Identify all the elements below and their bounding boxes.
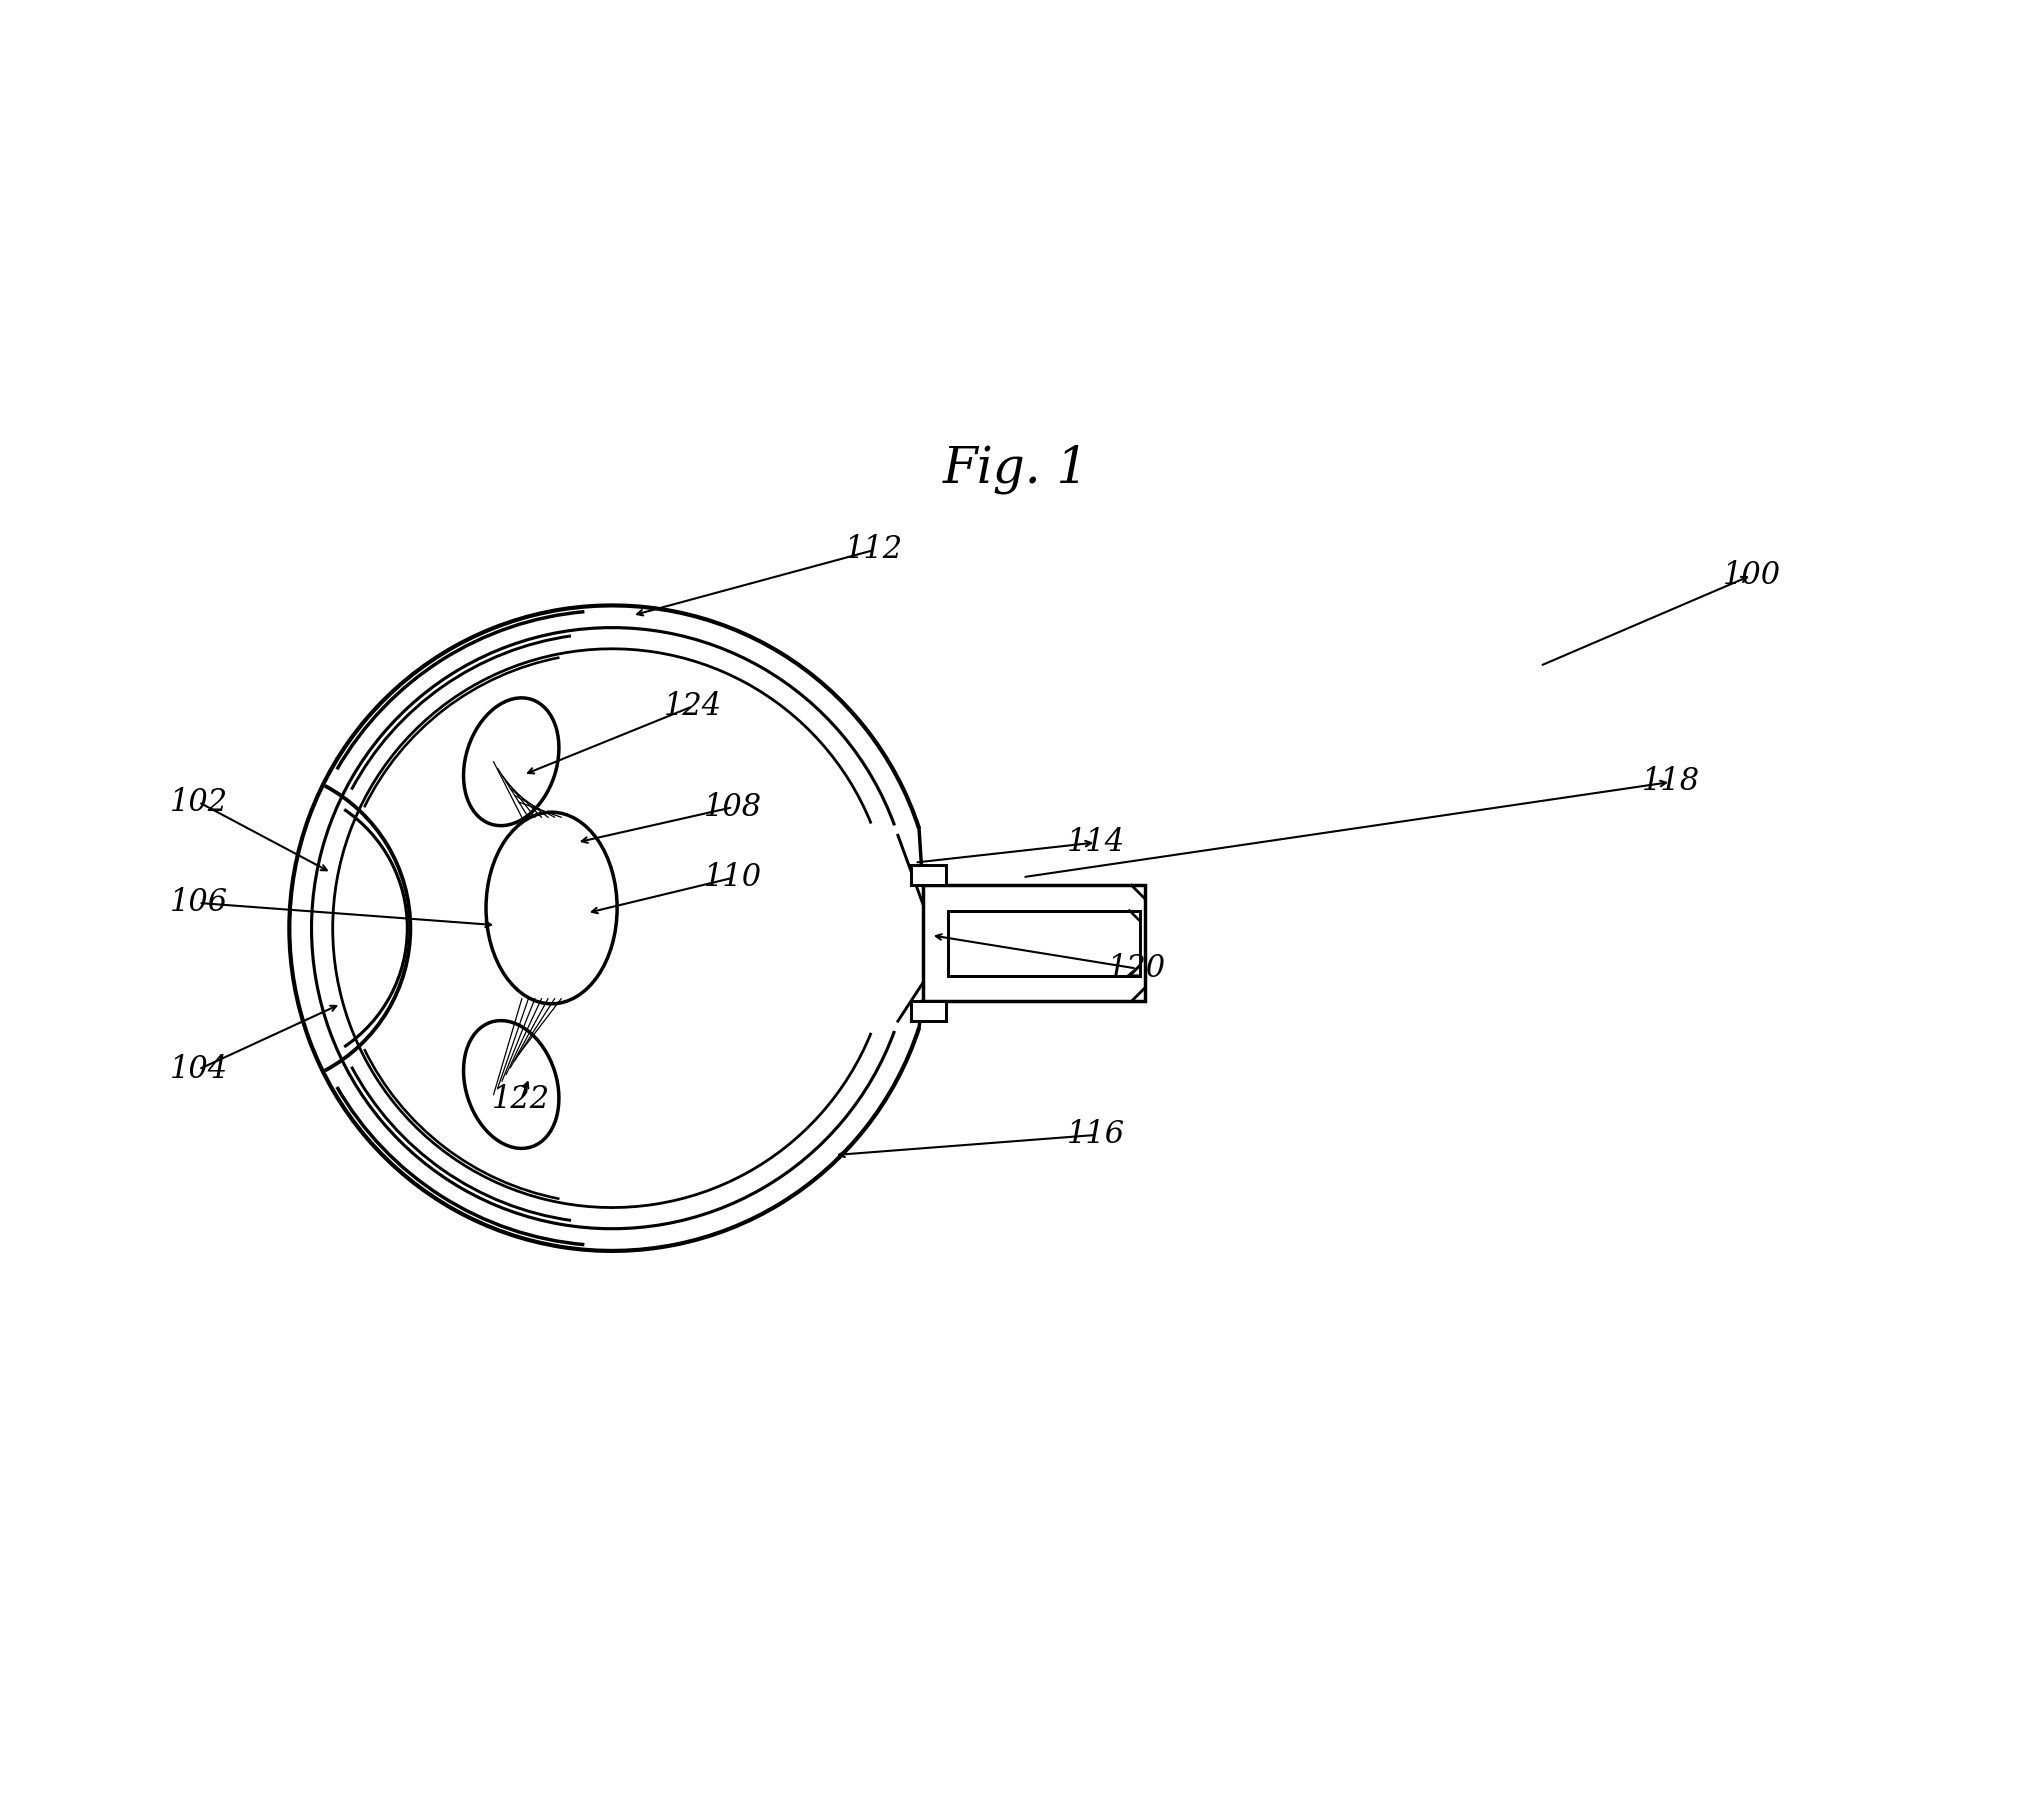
Text: 124: 124 (664, 690, 721, 721)
Bar (922, 886, 1145, 1001)
Text: 118: 118 (1640, 766, 1699, 797)
Text: Fig. 1: Fig. 1 (942, 445, 1088, 494)
Ellipse shape (485, 812, 617, 1004)
Text: 112: 112 (844, 534, 903, 565)
Text: 100: 100 (1721, 559, 1780, 590)
Text: 122: 122 (491, 1084, 550, 1115)
Text: 110: 110 (704, 863, 761, 893)
Text: 106: 106 (168, 888, 227, 919)
Bar (909, 1001, 946, 1021)
Bar (909, 864, 946, 886)
Ellipse shape (463, 697, 558, 826)
Text: 104: 104 (168, 1053, 227, 1084)
Text: 114: 114 (1066, 826, 1125, 857)
Text: 116: 116 (1066, 1119, 1125, 1150)
Bar (948, 910, 1139, 975)
Text: 102: 102 (168, 786, 227, 817)
Text: 108: 108 (704, 792, 761, 823)
Ellipse shape (463, 1021, 558, 1148)
Text: 120: 120 (1106, 953, 1165, 984)
